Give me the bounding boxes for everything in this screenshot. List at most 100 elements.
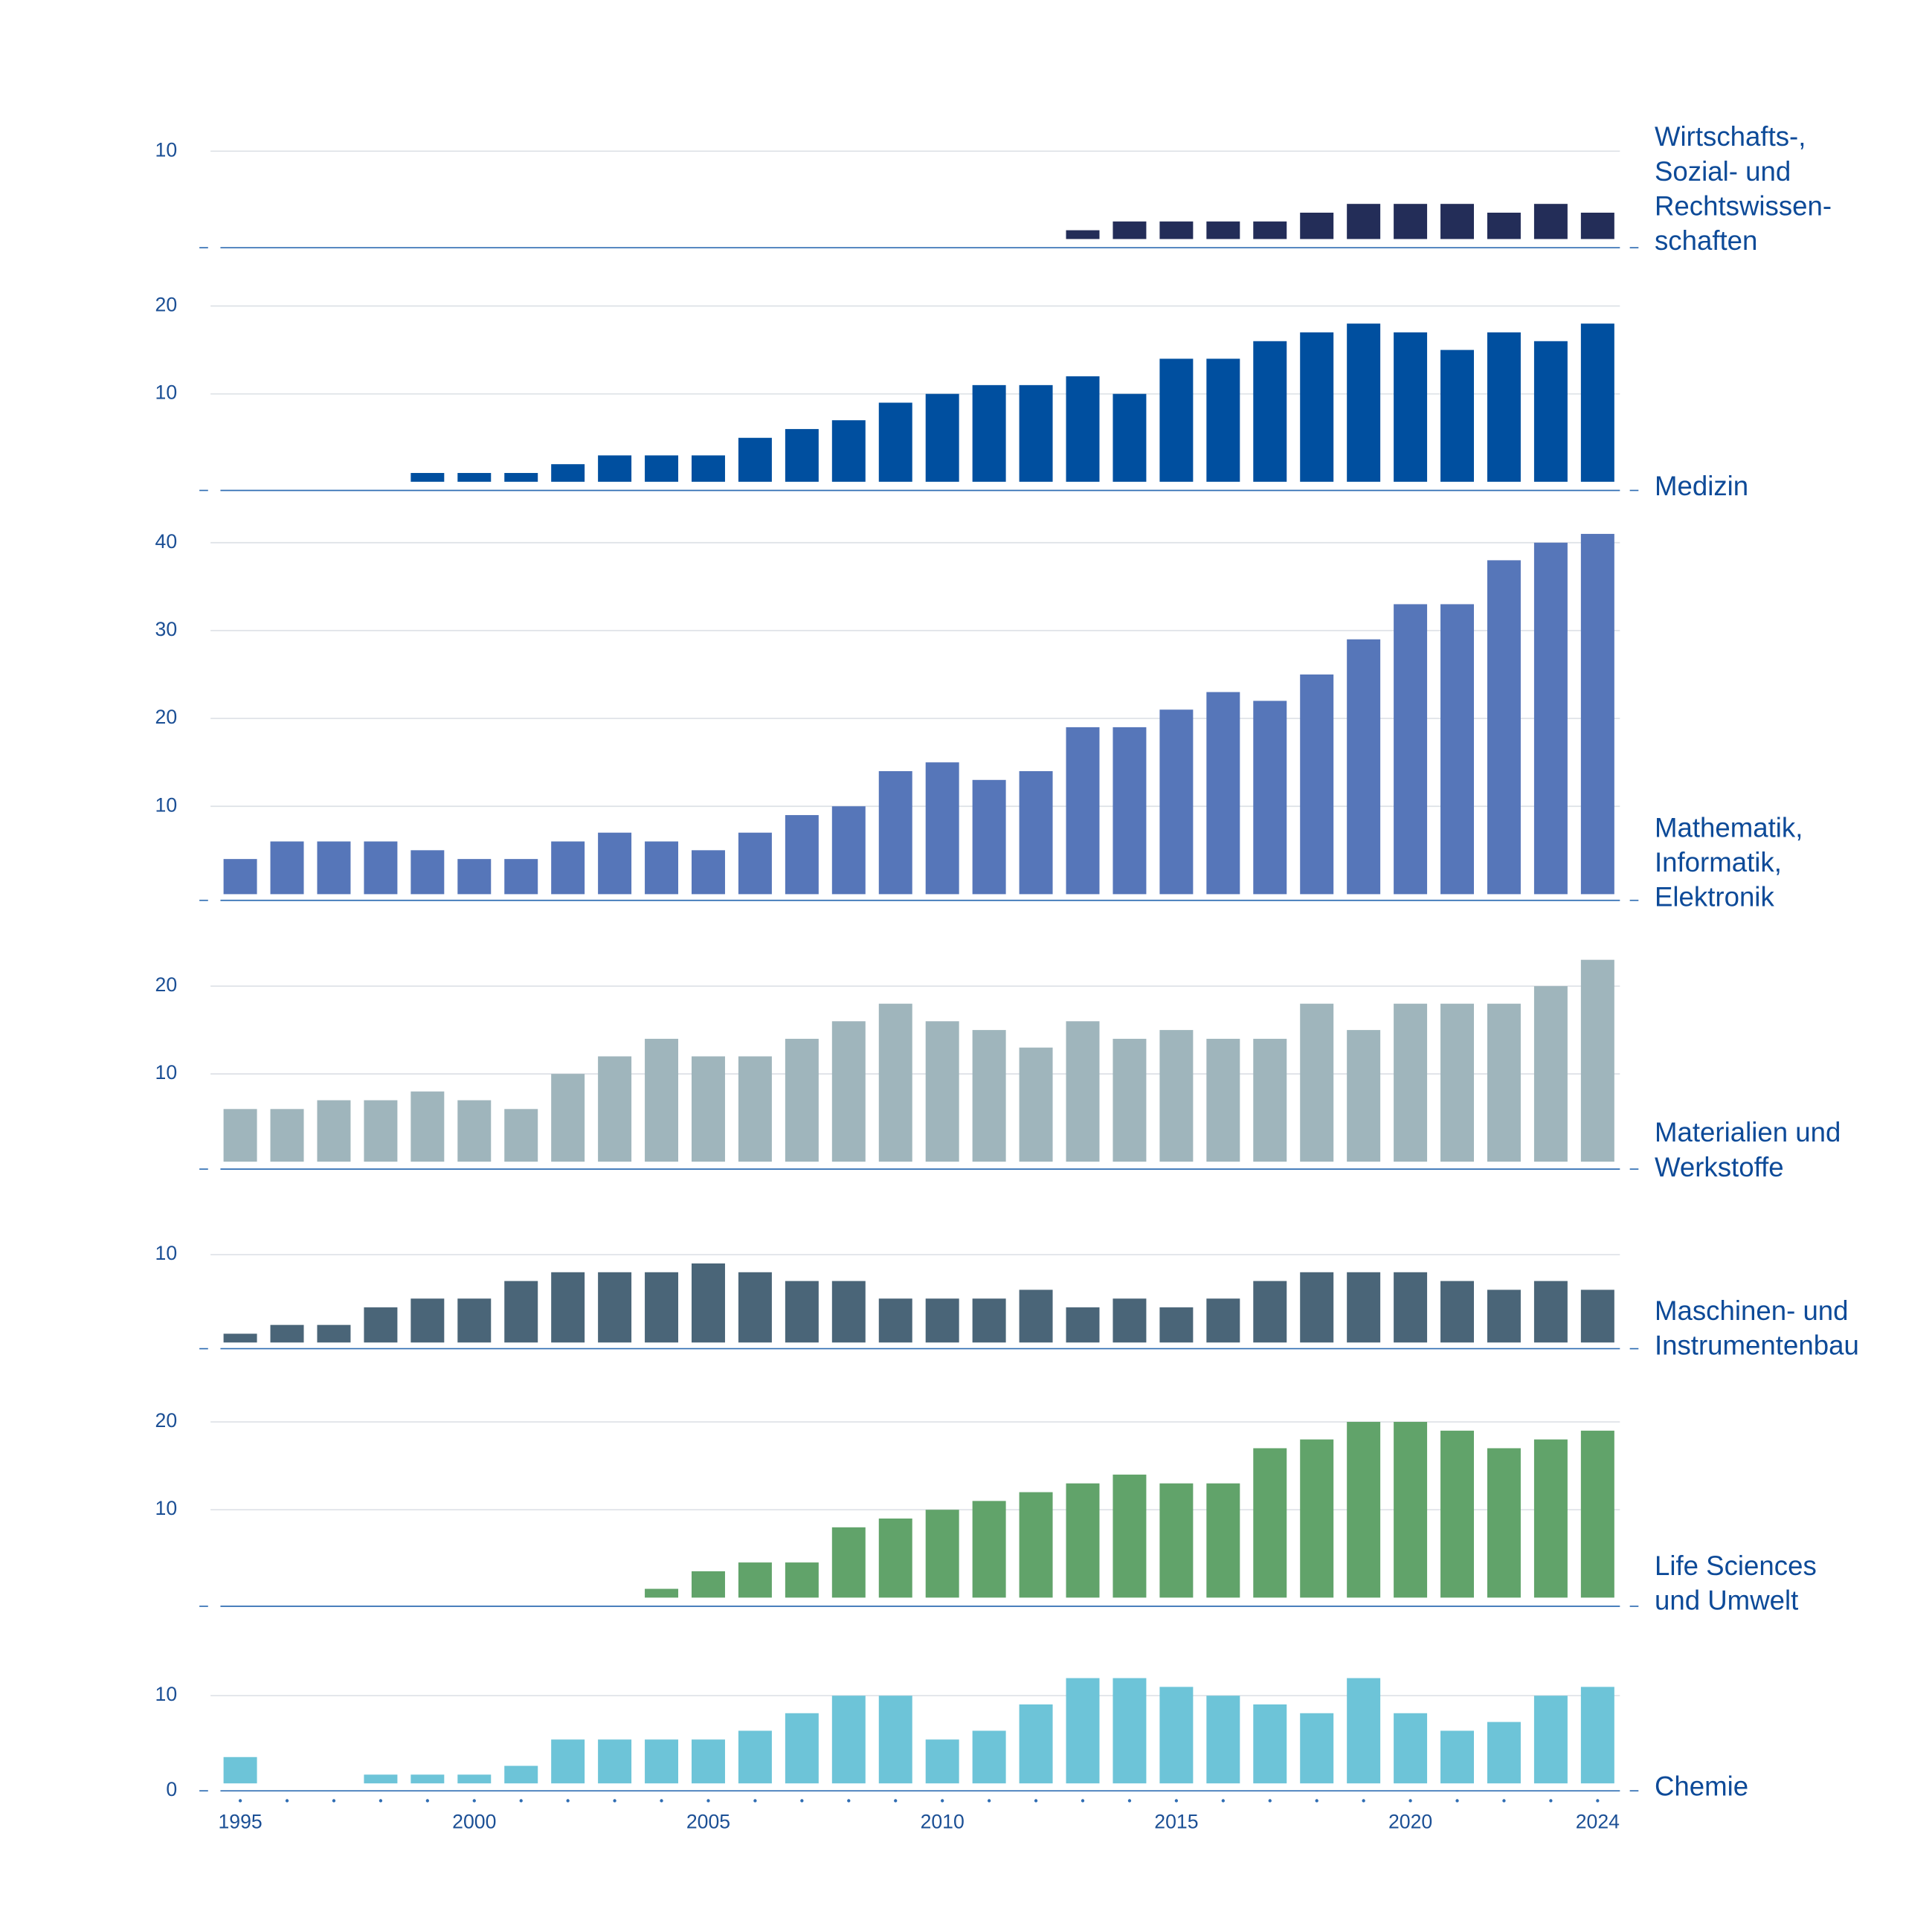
bar	[785, 1562, 819, 1598]
bar	[738, 832, 772, 895]
bar	[1394, 604, 1428, 895]
year-tick	[379, 1799, 383, 1803]
bar	[317, 841, 351, 895]
bar	[598, 1739, 632, 1784]
year-tick	[753, 1799, 757, 1803]
bar	[972, 1030, 1006, 1162]
y-tick-label: 20	[155, 1409, 178, 1432]
bar	[1394, 332, 1428, 482]
bar	[504, 859, 538, 895]
bar	[504, 1281, 538, 1343]
y-tick-label: 0	[166, 1778, 177, 1800]
bar	[925, 1739, 959, 1784]
panel-title: schaften	[1655, 225, 1757, 256]
year-tick	[1596, 1799, 1600, 1803]
bar	[925, 762, 959, 895]
bar	[1394, 1003, 1428, 1162]
bar	[785, 428, 819, 482]
bar	[223, 1333, 257, 1343]
bar	[1066, 376, 1100, 482]
bar	[831, 420, 866, 482]
bar	[878, 1003, 912, 1162]
y-tick-label: 10	[155, 793, 178, 816]
bar	[1347, 1678, 1381, 1784]
bar	[645, 1038, 679, 1162]
bar	[598, 1272, 632, 1343]
bar	[645, 1272, 679, 1343]
y-tick-label: 20	[155, 706, 178, 728]
bar	[1487, 1289, 1521, 1343]
bar	[1066, 1483, 1100, 1598]
bar	[1019, 770, 1053, 895]
bar	[925, 1298, 959, 1343]
bar	[1487, 332, 1521, 482]
bar	[598, 1056, 632, 1162]
bar	[878, 402, 912, 482]
bar	[831, 806, 866, 895]
x-tick-label: 2005	[686, 1810, 730, 1832]
bar	[1533, 1696, 1568, 1784]
bar	[692, 1263, 725, 1343]
x-tick-label: 2020	[1388, 1810, 1432, 1832]
y-tick-label: 10	[155, 1683, 178, 1705]
y-tick-label: 10	[155, 1497, 178, 1519]
bar	[1159, 1687, 1194, 1784]
bar	[223, 1756, 257, 1784]
y-tick-label: 10	[155, 381, 178, 404]
bar	[1019, 1047, 1053, 1162]
y-tick-label: 30	[155, 618, 178, 640]
panel-title: Sozial- und	[1655, 156, 1791, 187]
bar	[1206, 221, 1240, 239]
x-tick-label: 1995	[218, 1810, 262, 1832]
bar	[1300, 1439, 1334, 1598]
bar	[317, 1100, 351, 1162]
bar	[645, 455, 679, 482]
bar	[1533, 542, 1568, 895]
bar	[364, 1100, 398, 1162]
year-tick	[1502, 1799, 1506, 1803]
bar	[410, 1091, 445, 1162]
bar	[831, 1281, 866, 1343]
bar	[1394, 1713, 1428, 1784]
year-tick	[1362, 1799, 1365, 1803]
bar	[1206, 1038, 1240, 1162]
bar	[1019, 1289, 1053, 1343]
bar	[785, 1281, 819, 1343]
bar	[1066, 1021, 1100, 1162]
year-tick	[1408, 1799, 1412, 1803]
bar	[1440, 1430, 1475, 1598]
panel-title: Chemie	[1655, 1771, 1748, 1801]
bar	[551, 464, 585, 482]
bar	[1440, 604, 1475, 895]
x-tick-label: 2015	[1154, 1810, 1198, 1832]
bar	[925, 1021, 959, 1162]
y-tick-label: 10	[155, 1242, 178, 1264]
bar	[1206, 358, 1240, 482]
bar	[1580, 1289, 1614, 1343]
bar	[317, 1324, 351, 1343]
bar	[878, 770, 912, 895]
bar	[223, 859, 257, 895]
panel-title: Life Sciences	[1655, 1551, 1817, 1581]
bar	[270, 1324, 304, 1343]
bar	[1580, 959, 1614, 1162]
year-tick	[519, 1799, 523, 1803]
bar	[364, 1774, 398, 1784]
bar	[1112, 1678, 1147, 1784]
bar	[410, 1774, 445, 1784]
year-tick	[987, 1799, 991, 1803]
year-tick	[706, 1799, 710, 1803]
bar	[1253, 1448, 1287, 1598]
bar	[1440, 1730, 1475, 1784]
bar	[1394, 1422, 1428, 1598]
bar	[1206, 692, 1240, 895]
y-tick-label: 20	[155, 294, 178, 316]
bar	[504, 1765, 538, 1784]
bar	[1019, 1704, 1053, 1784]
bar	[645, 1588, 679, 1598]
bar	[457, 1774, 492, 1784]
year-tick	[425, 1799, 430, 1803]
panel-title: Mathematik,	[1655, 812, 1803, 843]
panel-title: Medizin	[1655, 471, 1748, 501]
bar	[1580, 323, 1614, 482]
